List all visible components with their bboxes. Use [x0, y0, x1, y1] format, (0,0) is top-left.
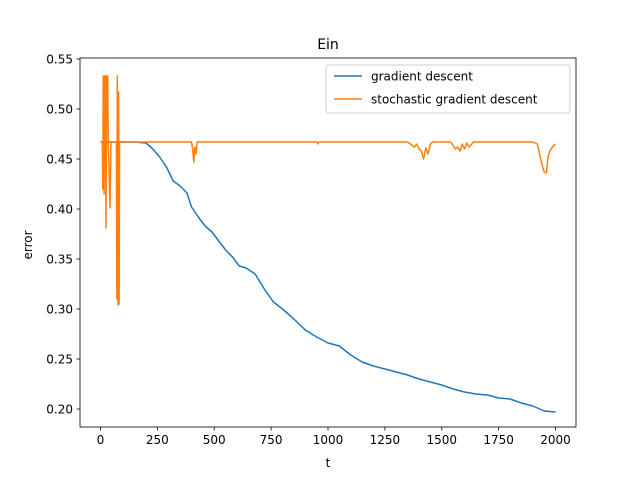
series-line-gradient-descent: [100, 141, 556, 413]
y-tick-label: 0.45: [46, 153, 73, 167]
x-tick-label: 1750: [483, 433, 514, 447]
series-line-stochastic-gradient-descent: [100, 75, 557, 306]
x-tick-label: 500: [203, 433, 226, 447]
plot-area: 0 250 500 750 1000 1250 1500 1750 2000 0.20 0.25 0.…: [46, 53, 577, 447]
y-tick-label: 0.30: [46, 303, 73, 317]
legend-box: [325, 64, 571, 114]
y-axis-label: error: [21, 230, 35, 259]
x-tick-label: 250: [146, 433, 169, 447]
y-tick-label: 0.50: [46, 103, 73, 117]
y-tick-label: 0.40: [46, 203, 73, 217]
x-tick-label: 1500: [426, 433, 457, 447]
x-axis-label: t: [326, 456, 331, 470]
y-tick-label: 0.25: [46, 353, 73, 367]
x-tick-label: 1250: [370, 433, 401, 447]
y-tick-label: 0.55: [46, 53, 73, 67]
x-tick-label: 1000: [313, 433, 344, 447]
x-tick-label: 2000: [540, 433, 571, 447]
legend-label: gradient descent: [371, 70, 473, 84]
y-tick-label: 0.35: [46, 253, 73, 267]
x-tick-label: 0: [97, 433, 105, 447]
legend-label: stochastic gradient descent: [371, 93, 538, 107]
y-tick-label: 0.20: [46, 403, 73, 417]
chart-title: Ein: [317, 37, 339, 53]
x-tick-label: 750: [260, 433, 283, 447]
